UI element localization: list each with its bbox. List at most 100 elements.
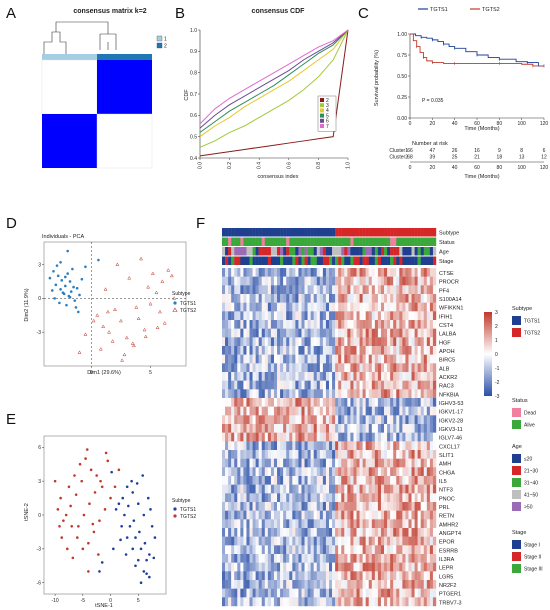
heatmap-cell — [283, 571, 287, 581]
heatmap-cell — [405, 510, 409, 520]
heatmap-cell — [246, 363, 250, 373]
heatmap-cell — [228, 554, 232, 563]
heatmap-cell — [429, 302, 434, 312]
heatmap-cell — [365, 415, 369, 425]
heatmap-cell — [426, 372, 431, 381]
heatmap-cell — [399, 502, 403, 511]
heatmap-cell — [405, 458, 409, 468]
heatmap-cell — [234, 571, 238, 581]
track-cell-status — [277, 237, 281, 246]
heatmap-cell — [289, 458, 293, 468]
heatmap-cell — [246, 276, 250, 286]
track-cell-age — [261, 247, 265, 256]
legend-label: TGTS2 — [180, 308, 196, 314]
heatmap-cell — [255, 320, 259, 329]
heatmap-cell — [240, 328, 244, 338]
heatmap-cell — [255, 276, 259, 286]
heatmap-cell — [332, 519, 336, 529]
heatmap-cell — [246, 528, 250, 537]
heatmap-cell — [393, 441, 397, 451]
track-cell-stage — [374, 256, 379, 265]
km-plot-area: 0.000.250.500.751.000 20 40 60 80 100 120 — [397, 32, 548, 127]
heatmap-cell — [411, 432, 415, 442]
heatmap-cell — [289, 285, 293, 295]
track-cell-status — [420, 237, 424, 246]
heatmap-cell — [298, 562, 302, 572]
scatter-point-tgts1 — [58, 301, 61, 305]
heatmap-cell — [368, 294, 372, 303]
heatmap-cell — [420, 467, 424, 477]
heatmap-cell — [267, 588, 272, 598]
heatmap-cell — [350, 580, 354, 589]
scatter-point-tgts2 — [98, 519, 101, 522]
heatmap-cell — [335, 354, 339, 364]
heatmap-cell — [298, 328, 302, 338]
track-cell-stage — [390, 256, 394, 265]
heatmap-cell — [234, 406, 238, 416]
heatmap-cell — [231, 562, 235, 572]
heatmap-cell — [365, 311, 369, 321]
heatmap-cell — [231, 493, 235, 503]
scatter-point-tgts2 — [64, 513, 68, 517]
heatmap-cell — [292, 346, 296, 355]
heatmap-cell — [295, 337, 299, 347]
heatmap-cell — [399, 510, 403, 520]
heatmap-cell — [402, 415, 406, 425]
heatmap-cell — [393, 580, 397, 589]
legend-swatch — [512, 478, 521, 487]
heatmap-cell — [246, 502, 250, 511]
heatmap-cell — [359, 528, 363, 537]
heatmap-cell — [243, 276, 247, 286]
heatmap-cell — [310, 372, 314, 381]
track-cell-status — [405, 237, 409, 246]
heatmap-cell — [335, 268, 339, 277]
heatmap-cell — [390, 372, 394, 381]
heatmap-cell — [286, 337, 290, 347]
heatmap-cell — [380, 424, 385, 433]
heatmap-cell — [347, 554, 351, 563]
track-cell-age — [390, 247, 394, 256]
heatmap-cell — [277, 432, 281, 442]
heatmap-cell — [429, 510, 434, 520]
heatmap-cell — [295, 580, 299, 589]
track-cell-subtype — [347, 228, 351, 237]
track-cell-status — [228, 237, 232, 246]
heatmap-cell — [261, 372, 265, 381]
heatmap-cell — [277, 380, 281, 390]
plot-frame — [43, 241, 187, 367]
gene-label: RAC3 — [439, 384, 454, 390]
heatmap-cell — [429, 320, 434, 329]
legend-swatch-2 — [156, 42, 163, 49]
heatmap-cell — [353, 302, 357, 312]
heatmap-cell — [353, 424, 357, 433]
heatmap-cell — [283, 597, 287, 607]
heatmap-cell — [332, 294, 336, 303]
heatmap-cell — [405, 528, 409, 537]
heatmap-cell — [387, 510, 391, 520]
heatmap-cell — [289, 406, 293, 416]
heatmap-cell — [329, 337, 333, 347]
heatmap-cell — [426, 276, 431, 286]
cdf-series-line — [199, 29, 349, 133]
heatmap-cell — [240, 276, 244, 286]
heatmap-cell — [338, 406, 342, 416]
heatmap-cell — [393, 458, 397, 468]
heatmap-cell — [423, 502, 428, 511]
heatmap-cell — [270, 484, 275, 494]
cdf-legend-swatch — [320, 98, 324, 102]
heatmap-cell — [319, 294, 324, 303]
heatmap-cell — [399, 493, 403, 503]
heatmap-cell — [356, 311, 360, 321]
heatmap-cell — [307, 432, 311, 442]
heatmap-cell — [365, 588, 369, 598]
gene-label: ACKR2 — [439, 375, 457, 381]
scatter-point-tgts1 — [69, 290, 73, 293]
heatmap-cell — [390, 467, 394, 477]
scatter-point-tgts2 — [150, 271, 155, 275]
track-cell-stage — [399, 256, 403, 265]
heatmap-cell — [307, 424, 311, 433]
heatmap-cell — [387, 276, 391, 286]
heatmap-cell — [411, 415, 415, 425]
heatmap-cell — [344, 502, 348, 511]
legend-marker — [173, 507, 177, 511]
